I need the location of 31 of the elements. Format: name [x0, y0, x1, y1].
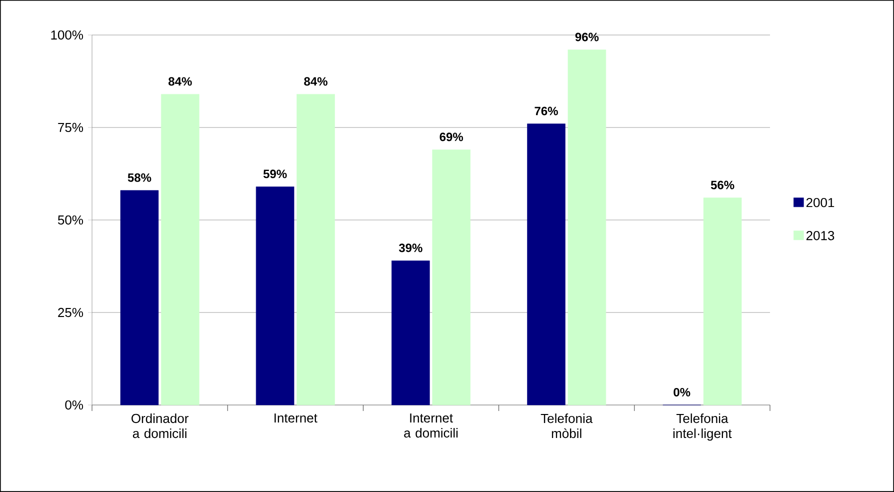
y-tick-label: 50% — [58, 215, 84, 225]
data-label: 59% — [263, 170, 287, 178]
x-tick-label: Internet — [274, 414, 318, 423]
data-label: 0% — [674, 388, 690, 396]
bar — [703, 198, 742, 406]
bar — [392, 260, 430, 406]
y-tick-label: 0% — [65, 400, 84, 410]
x-tick-label: Telefonia mòbil — [540, 414, 593, 438]
legend-label: 2013 — [806, 230, 834, 240]
bar — [527, 124, 566, 406]
data-label: 96% — [575, 32, 599, 42]
bar — [120, 190, 159, 406]
bar — [161, 94, 200, 406]
data-label: 56% — [710, 180, 734, 190]
data-label: 84% — [168, 77, 192, 86]
y-tick-label: 100% — [51, 30, 84, 40]
x-tick-label: Internet a domicili — [404, 414, 458, 438]
y-tick-label: 25% — [58, 308, 84, 318]
data-label: 69% — [440, 132, 464, 142]
bar — [432, 150, 470, 406]
data-label: 58% — [128, 173, 152, 182]
y-tick-label: 75% — [58, 122, 84, 132]
bar — [296, 94, 335, 406]
bar — [568, 50, 606, 406]
legend-label: 2001 — [806, 198, 834, 208]
data-label: 76% — [534, 106, 558, 116]
data-label: 39% — [398, 244, 422, 252]
data-label: 84% — [304, 77, 328, 86]
bar — [256, 186, 294, 406]
x-tick-label: Ordinador a domicili — [132, 414, 188, 438]
x-tick-label: Telefonia intel·ligent — [673, 414, 732, 441]
